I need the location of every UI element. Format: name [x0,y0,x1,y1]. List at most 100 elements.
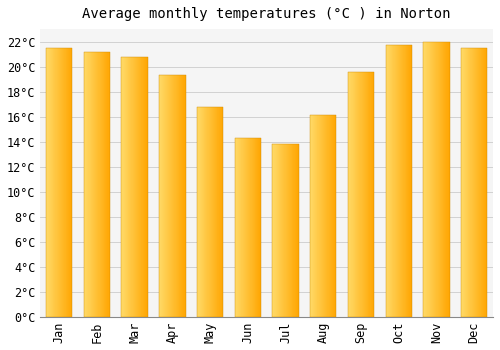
Bar [140,57,141,317]
Bar [275,144,276,317]
Bar [472,48,473,317]
Bar [296,144,297,317]
Bar [360,72,361,317]
Bar [405,45,406,317]
Bar [55,48,56,317]
Bar [391,45,392,317]
Bar [314,116,315,317]
Bar [90,51,91,317]
Bar [51,48,52,317]
Bar [65,48,66,317]
Bar [320,116,321,317]
Bar [144,57,145,317]
Bar [406,45,407,317]
Bar [470,48,471,317]
Bar [351,72,352,317]
Bar [291,144,292,317]
Bar [218,107,219,317]
Bar [124,57,125,317]
Bar [440,42,441,317]
Bar [461,48,462,317]
Bar [433,42,434,317]
Bar [328,116,329,317]
Bar [104,51,105,317]
Bar [298,144,299,317]
Bar [322,116,324,317]
Bar [448,42,449,317]
Bar [63,48,64,317]
Bar [164,75,165,317]
Bar [185,75,186,317]
Bar [197,107,224,317]
Bar [313,116,314,317]
Bar [292,144,293,317]
Bar [234,138,261,317]
Bar [212,107,214,317]
Bar [177,75,178,317]
Bar [131,57,132,317]
Bar [58,48,59,317]
Bar [179,75,180,317]
Bar [394,45,395,317]
Bar [464,48,465,317]
Bar [48,48,49,317]
Bar [145,57,146,317]
Bar [108,51,109,317]
Bar [311,116,312,317]
Bar [54,48,55,317]
Bar [334,116,335,317]
Bar [372,72,373,317]
Bar [368,72,369,317]
Bar [312,116,313,317]
Bar [256,138,257,317]
Bar [62,48,63,317]
Bar [46,48,47,317]
Bar [171,75,172,317]
Bar [362,72,363,317]
Bar [444,42,445,317]
Bar [482,48,483,317]
Bar [282,144,283,317]
Bar [205,107,206,317]
Bar [206,107,207,317]
Bar [402,45,403,317]
Bar [92,51,93,317]
Bar [173,75,174,317]
Bar [439,42,440,317]
Bar [89,51,90,317]
Bar [401,45,402,317]
Bar [46,48,72,317]
Bar [258,138,259,317]
Bar [180,75,181,317]
Bar [350,72,351,317]
Bar [283,144,284,317]
Bar [426,42,427,317]
Bar [361,72,362,317]
Bar [331,116,332,317]
Bar [284,144,285,317]
Bar [259,138,260,317]
Bar [210,107,211,317]
Bar [324,116,325,317]
Bar [103,51,104,317]
Bar [96,51,97,317]
Bar [254,138,255,317]
Bar [449,42,450,317]
Bar [287,144,288,317]
Bar [393,45,394,317]
Bar [481,48,482,317]
Bar [462,48,463,317]
Bar [432,42,433,317]
Bar [403,45,404,317]
Bar [359,72,360,317]
Bar [356,72,357,317]
Bar [276,144,277,317]
Bar [438,42,439,317]
Bar [396,45,397,317]
Bar [184,75,185,317]
Bar [168,75,169,317]
Bar [469,48,470,317]
Bar [397,45,398,317]
Bar [247,138,248,317]
Bar [101,51,102,317]
